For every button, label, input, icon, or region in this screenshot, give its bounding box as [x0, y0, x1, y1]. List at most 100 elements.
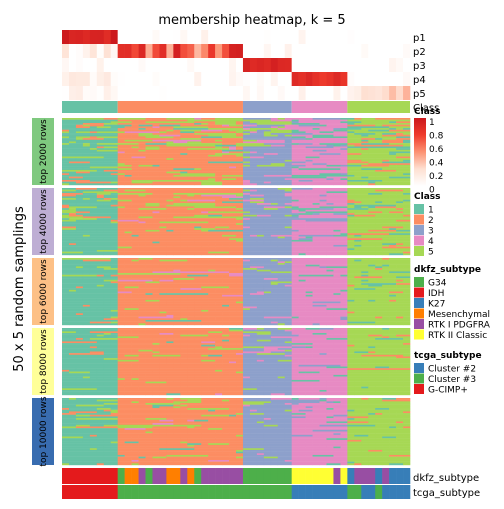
sampling-cell — [187, 234, 202, 237]
sampling-cell — [152, 133, 195, 135]
sampling-cell — [403, 339, 411, 342]
sampling-cell — [312, 138, 334, 140]
membership-cell — [361, 44, 369, 58]
sampling-cell — [312, 238, 320, 241]
sampling-cell — [347, 276, 355, 279]
sampling-cell — [396, 229, 404, 232]
sampling-cell — [62, 126, 77, 129]
sampling-cell — [166, 373, 174, 376]
sampling-cell — [347, 151, 369, 154]
sampling-cell — [277, 373, 286, 376]
sampling-cell — [131, 126, 153, 129]
sampling-cell — [117, 204, 125, 207]
sampling-cell — [270, 419, 292, 422]
sampling-cell — [396, 348, 411, 350]
sampling-cell — [159, 208, 167, 210]
sampling-cell — [347, 329, 355, 332]
sampling-cell — [222, 388, 244, 391]
panel-label: top 10000 rows — [39, 396, 49, 466]
membership-cell — [152, 58, 160, 72]
sampling-cell — [138, 293, 146, 296]
sampling-cell — [117, 206, 125, 209]
sampling-cell — [270, 249, 279, 252]
sampling-cell — [117, 124, 132, 127]
sampling-cell — [215, 388, 223, 391]
sampling-cell — [403, 386, 411, 389]
sampling-cell — [103, 124, 112, 127]
sampling-cell — [382, 139, 404, 142]
sampling-cell — [62, 401, 77, 404]
sampling-cell — [152, 154, 167, 157]
sampling-cell — [291, 274, 299, 277]
sampling-cell — [382, 251, 397, 254]
sampling-cell — [152, 413, 181, 415]
sampling-cell — [159, 281, 174, 284]
sampling-cell — [215, 149, 223, 152]
sampling-cell — [333, 374, 348, 377]
sampling-cell — [75, 298, 84, 301]
sampling-cell — [396, 166, 404, 169]
sampling-cell — [96, 286, 105, 289]
sampling-cell — [354, 288, 376, 291]
sampling-cell — [368, 248, 383, 251]
sampling-cell — [340, 311, 348, 314]
sampling-cell — [166, 131, 174, 134]
sampling-cell — [403, 239, 411, 242]
sampling-cell — [291, 366, 299, 369]
sampling-cell — [340, 416, 348, 419]
sampling-cell — [145, 239, 153, 242]
sampling-cell — [62, 404, 77, 407]
sampling-cell — [229, 384, 237, 387]
sampling-cell — [110, 158, 118, 161]
sampling-cell — [347, 348, 383, 350]
sampling-cell — [194, 426, 202, 429]
sampling-cell — [180, 381, 216, 384]
sampling-cell — [187, 349, 237, 352]
sampling-cell — [256, 188, 279, 190]
sampling-cell — [361, 234, 369, 237]
sampling-cell — [263, 299, 279, 302]
sampling-cell — [62, 261, 84, 264]
sampling-cell — [62, 138, 77, 140]
sampling-cell — [62, 134, 70, 137]
sampling-cell — [180, 244, 202, 247]
sampling-cell — [75, 276, 84, 279]
sampling-cell — [354, 168, 362, 171]
sampling-cell — [187, 138, 202, 140]
sampling-cell — [270, 161, 279, 164]
sampling-cell — [361, 123, 369, 125]
sampling-cell — [305, 309, 327, 312]
sampling-cell — [291, 301, 299, 304]
sampling-cell — [82, 344, 112, 347]
sampling-cell — [340, 198, 348, 200]
sampling-cell — [131, 401, 139, 404]
membership-cell — [305, 44, 313, 58]
sampling-cell — [145, 296, 153, 299]
sampling-cell — [89, 366, 105, 369]
sampling-cell — [117, 163, 125, 166]
sampling-cell — [89, 309, 98, 312]
sampling-cell — [270, 354, 286, 357]
sampling-cell — [145, 149, 160, 152]
sampling-cell — [263, 424, 279, 427]
sampling-cell — [249, 248, 258, 251]
sampling-cell — [347, 411, 362, 414]
sampling-cell — [347, 291, 369, 294]
sampling-cell — [291, 354, 313, 357]
sampling-cell — [180, 313, 195, 316]
sampling-cell — [75, 206, 98, 209]
sampling-cell — [277, 376, 286, 379]
sampling-cell — [298, 363, 320, 366]
sampling-cell — [312, 369, 320, 372]
sampling-cell — [222, 211, 230, 214]
membership-cell — [124, 86, 132, 100]
sampling-cell — [319, 363, 334, 366]
sampling-cell — [62, 154, 77, 157]
sampling-cell — [75, 291, 98, 294]
sampling-cell — [361, 156, 383, 159]
sampling-cell — [173, 401, 202, 404]
sampling-cell — [242, 319, 251, 322]
sampling-cell — [242, 391, 251, 394]
sampling-cell — [62, 201, 77, 204]
sampling-cell — [242, 369, 251, 372]
